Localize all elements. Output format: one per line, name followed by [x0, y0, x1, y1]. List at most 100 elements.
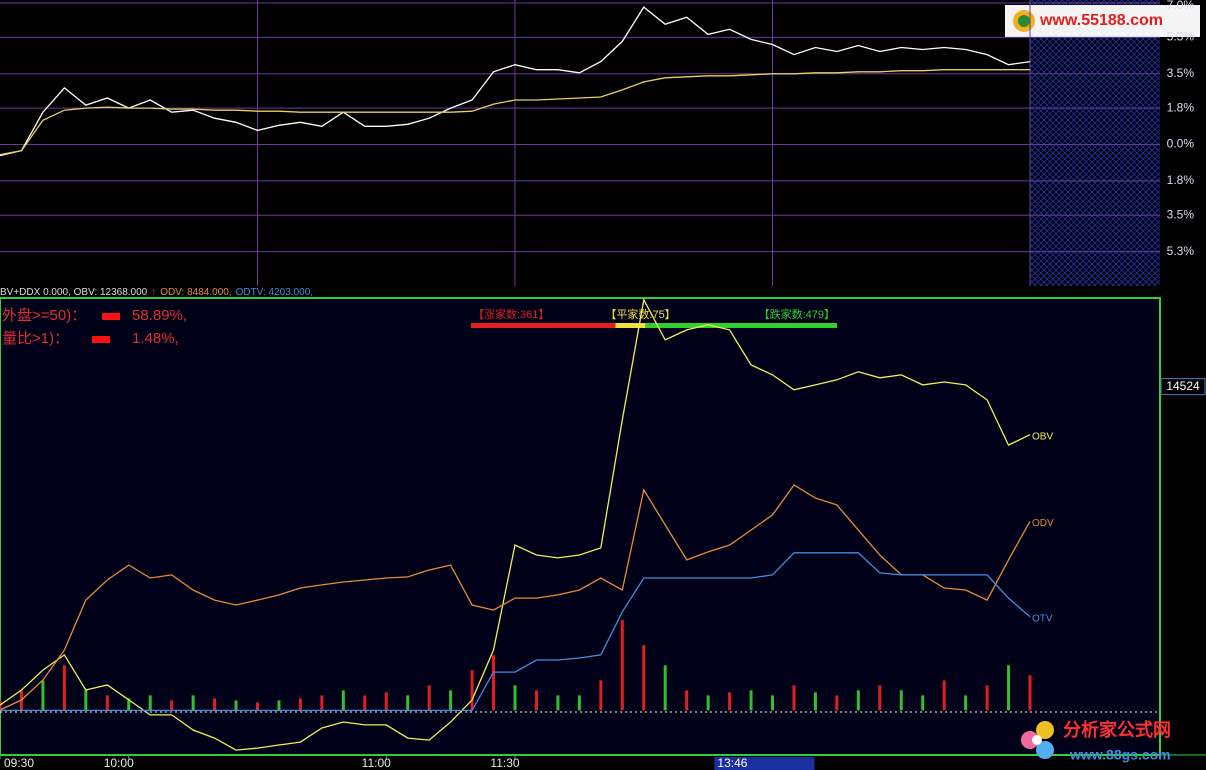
line — [0, 484, 1031, 711]
volume-bar — [363, 695, 367, 711]
logo-bottom: 分析家公式网 www.88gs.com — [1021, 719, 1171, 763]
volume-bar — [577, 695, 581, 711]
stat-label: 外盘>=50)： — [2, 306, 86, 324]
volume-bar — [234, 700, 238, 711]
volume-bar — [513, 685, 517, 711]
volume-bar — [449, 690, 453, 711]
volume-bar — [62, 665, 66, 711]
indicator-frame — [0, 297, 1161, 756]
volume-bar — [899, 690, 903, 711]
logo-icon — [1018, 15, 1030, 27]
volume-bar — [942, 680, 946, 711]
volume-bar — [685, 690, 689, 711]
volume-bar — [406, 695, 410, 711]
header-part: BV+DDX 0.000, OBV: 12368.000 — [0, 287, 148, 298]
volume-bar — [298, 698, 302, 711]
volume-bar — [0, 700, 2, 711]
series-label: OTV — [1032, 613, 1053, 624]
line — [0, 69, 1030, 156]
volume-bar — [256, 702, 259, 711]
volume-bar — [599, 680, 603, 711]
volume-bar — [964, 695, 968, 711]
line — [0, 552, 1031, 712]
line — [0, 297, 1031, 751]
volume-bar — [1028, 675, 1032, 711]
y-tick-label: 1.8% — [1167, 100, 1195, 114]
stat-value: 1.48%, — [132, 330, 179, 347]
logo-icon — [1036, 721, 1054, 739]
volume-bar — [105, 695, 109, 711]
breadth-label: 【平家数:75】 — [605, 307, 675, 321]
stat-swatch — [92, 336, 110, 343]
y-tick-label: 7.0% — [1167, 0, 1195, 12]
indicator-header: BV+DDX 0.000, OBV: 12368.000 ↑ ODV: 8484.0… — [0, 287, 313, 298]
x-tick-label: 11:00 — [362, 756, 391, 770]
y-tick-label: 1.8% — [1167, 173, 1195, 187]
breadth-label: 【涨家数:361】 — [473, 307, 549, 321]
x-tick-label: 09:30 — [4, 756, 34, 770]
volume-bar — [663, 665, 667, 711]
volume-bar — [985, 685, 989, 711]
breadth-label: 【跌家数:479】 — [759, 307, 835, 321]
volume-bar — [813, 692, 817, 711]
y-tick-box — [1160, 378, 1206, 396]
series-label: ODV — [1032, 518, 1054, 529]
y-tick-label: 3.5% — [1167, 207, 1195, 221]
volume-bar — [856, 690, 860, 711]
volume-bar — [620, 620, 624, 711]
volume-bar — [1007, 665, 1011, 711]
cursor-box — [714, 757, 815, 770]
stat-swatch — [102, 313, 120, 320]
logo-title: 分析家公式网 — [1063, 719, 1171, 740]
volume-bar — [921, 695, 925, 711]
volume-bar — [41, 680, 45, 711]
volume-bar — [749, 690, 753, 711]
breadth-bar — [645, 323, 837, 328]
breadth-bar — [615, 323, 646, 328]
volume-bar — [384, 692, 388, 711]
line — [0, 6, 1031, 157]
header-part: ↑ — [151, 287, 156, 298]
logo-url: www.88gs.com — [1069, 747, 1171, 763]
header-part: ODV: 8484.000, — [160, 287, 231, 298]
cursor-label: 13:46 — [717, 756, 747, 770]
stat-value: 58.89%, — [132, 307, 187, 324]
volume-bar — [277, 700, 281, 711]
volume-bar — [642, 645, 646, 711]
volume-bar — [771, 695, 774, 711]
y-tick-label: 3.5% — [1167, 66, 1195, 80]
volume-bar — [878, 685, 882, 711]
future-area — [1030, 0, 1160, 286]
volume-bar — [148, 695, 152, 711]
volume-bar — [492, 655, 496, 711]
volume-bar — [706, 695, 710, 711]
series-label: OBV — [1032, 431, 1053, 442]
volume-bar — [341, 690, 345, 711]
volume-bar — [213, 698, 217, 711]
y-tick-label: 5.3% — [1167, 30, 1195, 44]
x-tick-label: 10:00 — [104, 756, 134, 770]
y-tick-label: 0.0% — [1167, 137, 1195, 151]
volume-bar — [84, 690, 88, 711]
x-tick-label: 11:30 — [490, 756, 519, 770]
volume-bar — [534, 690, 538, 711]
breadth-bar — [471, 323, 616, 328]
volume-bar — [320, 695, 324, 711]
logo-text: www.55188.com — [1039, 12, 1163, 29]
volume-bar — [470, 670, 474, 711]
y-tick-label: 5.3% — [1167, 244, 1195, 258]
logo-icon — [1021, 731, 1039, 749]
volume-bar — [191, 695, 195, 711]
volume-bar — [792, 685, 796, 711]
volume-bar — [835, 695, 839, 711]
logo-icon — [1036, 741, 1054, 759]
y-tick-label: 14524 — [1166, 379, 1200, 393]
volume-bar — [728, 692, 732, 711]
logo-box — [1005, 5, 1200, 37]
volume-bar — [427, 685, 431, 711]
volume-bar — [127, 698, 131, 711]
header-part: ODTV: 4203.000, — [236, 287, 313, 298]
logo-icon — [1032, 735, 1042, 745]
